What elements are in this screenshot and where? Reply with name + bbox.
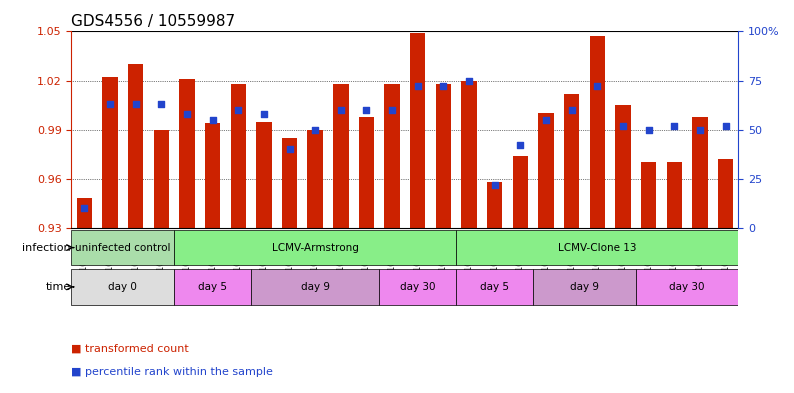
FancyBboxPatch shape	[71, 269, 174, 305]
Bar	[436, 84, 451, 228]
Point	[309, 127, 322, 133]
Text: day 0: day 0	[108, 282, 137, 292]
Text: day 5: day 5	[198, 282, 227, 292]
Point	[386, 107, 399, 113]
Bar	[102, 77, 118, 228]
FancyBboxPatch shape	[457, 230, 738, 265]
FancyBboxPatch shape	[380, 269, 457, 305]
FancyBboxPatch shape	[71, 230, 174, 265]
Bar	[461, 81, 476, 228]
Point	[463, 77, 476, 84]
Point	[78, 205, 91, 211]
Point	[180, 111, 193, 117]
Text: LCMV-Armstrong: LCMV-Armstrong	[272, 242, 359, 253]
Point	[617, 123, 630, 129]
Text: infection: infection	[22, 242, 71, 253]
Point	[334, 107, 347, 113]
Bar	[718, 159, 734, 228]
Bar	[76, 198, 92, 228]
Point	[283, 146, 296, 152]
Bar	[205, 123, 220, 228]
Bar	[641, 162, 657, 228]
Bar	[230, 84, 246, 228]
Point	[694, 127, 707, 133]
Point	[668, 123, 680, 129]
Bar	[153, 130, 169, 228]
Bar	[179, 79, 195, 228]
Text: ■ percentile rank within the sample: ■ percentile rank within the sample	[71, 367, 273, 377]
Point	[591, 83, 603, 90]
Point	[411, 83, 424, 90]
Point	[103, 101, 116, 107]
Text: day 5: day 5	[480, 282, 509, 292]
Point	[232, 107, 245, 113]
Point	[488, 182, 501, 188]
Point	[514, 142, 526, 149]
Text: uninfected control: uninfected control	[75, 242, 171, 253]
Text: GDS4556 / 10559987: GDS4556 / 10559987	[71, 14, 236, 29]
Text: ■ transformed count: ■ transformed count	[71, 344, 189, 354]
FancyBboxPatch shape	[534, 269, 636, 305]
Text: day 9: day 9	[570, 282, 599, 292]
Bar	[384, 84, 400, 228]
Point	[360, 107, 373, 113]
Text: day 30: day 30	[400, 282, 436, 292]
Bar	[410, 33, 426, 228]
FancyBboxPatch shape	[251, 269, 380, 305]
FancyBboxPatch shape	[636, 269, 738, 305]
Text: day 30: day 30	[669, 282, 705, 292]
Point	[155, 101, 168, 107]
Bar	[615, 105, 630, 228]
Bar	[307, 130, 323, 228]
Text: day 9: day 9	[301, 282, 330, 292]
Point	[206, 117, 219, 123]
FancyBboxPatch shape	[174, 230, 457, 265]
Bar	[538, 113, 553, 228]
Bar	[359, 117, 374, 228]
Bar	[282, 138, 297, 228]
Bar	[333, 84, 349, 228]
Bar	[667, 162, 682, 228]
FancyBboxPatch shape	[174, 269, 251, 305]
Bar	[487, 182, 503, 228]
Point	[540, 117, 553, 123]
Bar	[590, 37, 605, 228]
Bar	[513, 156, 528, 228]
Text: time: time	[46, 282, 71, 292]
Bar	[256, 121, 272, 228]
Bar	[128, 64, 143, 228]
Point	[129, 101, 142, 107]
Point	[642, 127, 655, 133]
Bar	[564, 94, 580, 228]
FancyBboxPatch shape	[457, 269, 534, 305]
Bar	[692, 117, 707, 228]
Point	[437, 83, 449, 90]
Point	[565, 107, 578, 113]
Text: LCMV-Clone 13: LCMV-Clone 13	[558, 242, 637, 253]
Point	[257, 111, 270, 117]
Point	[719, 123, 732, 129]
